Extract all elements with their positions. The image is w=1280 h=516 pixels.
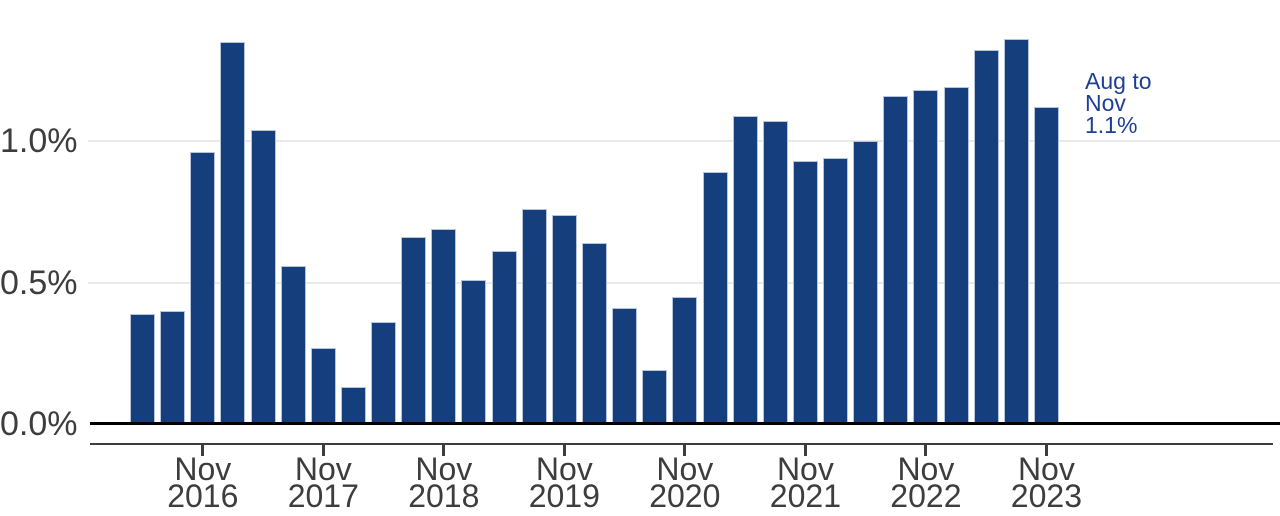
bar-may-2016 <box>130 314 155 424</box>
bar-feb-2018 <box>340 387 366 424</box>
bar-aug-2019 <box>521 209 547 424</box>
x-axis-label-month: Nov <box>415 451 473 487</box>
x-axis-tick-nov-2020 <box>683 444 687 456</box>
bar-nov-2017 <box>310 348 336 424</box>
bar-aug-2016 <box>160 311 186 424</box>
x-axis-tick-nov-2023 <box>1044 444 1048 456</box>
x-axis-label-nov-2018: Nov 2018 <box>374 451 514 514</box>
x-axis-label-nov-2016: Nov 2016 <box>133 451 273 514</box>
gridline-0-5-percent <box>88 282 1280 284</box>
bar-may-2020 <box>612 308 638 424</box>
gridline-1-0-percent <box>88 140 1280 142</box>
bar-aug-2023 <box>1003 39 1029 424</box>
x-axis-tick-nov-2018 <box>442 444 446 456</box>
x-axis-label-nov-2022: Nov 2022 <box>856 451 996 514</box>
bar-nov-2023 <box>1033 107 1059 424</box>
y-axis-tick-label: 0.0% <box>0 405 78 443</box>
bar-feb-2017 <box>220 42 246 424</box>
x-axis-label-nov-2019: Nov 2019 <box>494 451 634 514</box>
x-axis-label-year: 2021 <box>769 478 841 514</box>
bar-may-2023 <box>973 50 999 424</box>
x-axis-label-month: Nov <box>535 451 593 487</box>
x-axis-label-month: Nov <box>294 451 352 487</box>
bar-feb-2023 <box>943 87 969 424</box>
x-axis-label-month: Nov <box>897 451 955 487</box>
x-axis-label-month: Nov <box>776 451 834 487</box>
bar-may-2022 <box>853 141 879 424</box>
bar-may-2019 <box>491 251 517 424</box>
bar-aug-2018 <box>401 237 427 424</box>
bar-may-2021 <box>732 116 758 424</box>
bar-aug-2020 <box>642 370 668 424</box>
zero-baseline <box>90 422 1280 425</box>
annotation-line: Nov <box>1085 90 1126 116</box>
x-axis-label-year: 2016 <box>167 478 239 514</box>
x-axis-label-year: 2020 <box>649 478 721 514</box>
bar-nov-2022 <box>913 90 939 424</box>
bar-aug-2021 <box>762 121 788 424</box>
x-axis-label-month: Nov <box>174 451 232 487</box>
x-axis-label-nov-2023: Nov 2023 <box>976 451 1116 514</box>
x-axis-tick-nov-2016 <box>201 444 205 456</box>
annotation-latest-value: Aug to Nov 1.1% <box>1085 68 1152 138</box>
bar-may-2017 <box>250 130 276 424</box>
x-axis-label-year: 2019 <box>528 478 600 514</box>
bar-nov-2020 <box>672 297 698 424</box>
annotation-line: Aug to <box>1085 68 1152 94</box>
bar-aug-2017 <box>280 266 306 424</box>
bar-nov-2019 <box>551 215 577 424</box>
bar-nov-2018 <box>431 229 457 424</box>
bar-feb-2020 <box>582 243 607 424</box>
bar-may-2018 <box>371 322 396 424</box>
x-axis-label-month: Nov <box>1017 451 1075 487</box>
x-axis-label-year: 2018 <box>408 478 480 514</box>
x-axis-label-year: 2023 <box>1010 478 1082 514</box>
bar-nov-2021 <box>792 161 818 424</box>
annotation-line: 1.1% <box>1085 112 1138 138</box>
x-axis-label-nov-2020: Nov 2020 <box>615 451 755 514</box>
x-axis-label-nov-2017: Nov 2017 <box>253 451 393 514</box>
x-axis-label-year: 2017 <box>287 478 359 514</box>
bar-feb-2019 <box>461 280 487 424</box>
x-axis-label-month: Nov <box>656 451 714 487</box>
bar-nov-2016 <box>190 152 216 424</box>
y-axis-tick-label: 0.5% <box>0 264 78 302</box>
bar-feb-2021 <box>702 172 728 424</box>
x-axis-tick-nov-2021 <box>803 444 807 456</box>
bar-aug-2022 <box>883 96 909 424</box>
x-axis-label-nov-2021: Nov 2021 <box>735 451 875 514</box>
x-axis-label-year: 2022 <box>890 478 962 514</box>
x-axis-tick-nov-2017 <box>321 444 325 456</box>
x-axis-tick-nov-2019 <box>562 444 566 456</box>
x-axis-line <box>90 443 1273 445</box>
y-axis-tick-label: 1.0% <box>0 122 78 160</box>
bar-feb-2022 <box>823 158 848 424</box>
x-axis-tick-nov-2022 <box>924 444 928 456</box>
